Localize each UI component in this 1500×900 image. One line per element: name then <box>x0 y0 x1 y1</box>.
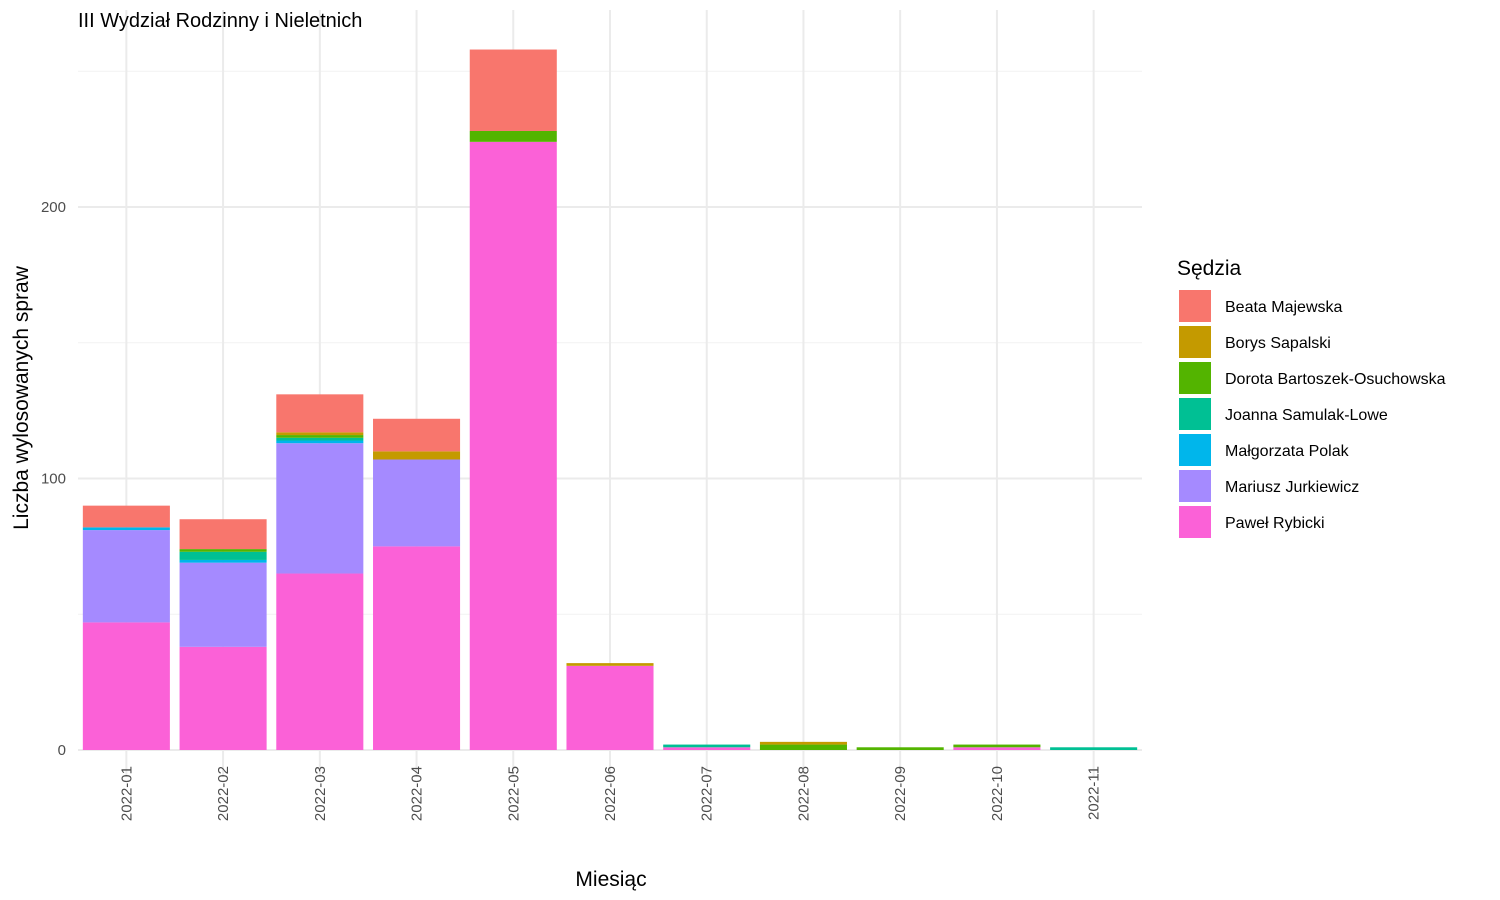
bar-segment-2022-02-pawe-rybicki <box>179 646 267 750</box>
bar-segment-2022-01-mariusz-jurkiewicz <box>82 530 170 623</box>
bar-segment-2022-02-joanna-samulak-lowe <box>179 551 267 560</box>
legend-swatch <box>1179 470 1211 502</box>
x-tick-label: 2022-03 <box>312 766 329 821</box>
bar-segment-2022-08-dorota-bartoszek-osuchowska <box>759 744 847 750</box>
bars <box>82 49 1138 751</box>
x-tick-label: 2022-01 <box>118 766 135 821</box>
bar-segment-2022-05-pawe-rybicki <box>469 141 557 751</box>
y-axis-ticks: 0 100 200 <box>41 199 66 759</box>
x-tick-label: 2022-09 <box>892 766 909 821</box>
x-tick-label: 2022-11 <box>1086 766 1103 820</box>
legend-label: Paweł Rybicki <box>1225 515 1325 532</box>
bar-segment-2022-04-pawe-rybicki <box>373 546 461 750</box>
legend-label: Małgorzata Polak <box>1225 443 1350 460</box>
bar-segment-2022-02-beata-majewska <box>179 519 267 550</box>
x-tick-label: 2022-08 <box>795 766 812 821</box>
bar-segment-2022-03-beata-majewska <box>276 394 364 433</box>
bar-segment-2022-03-dorota-bartoszek-osuchowska <box>276 435 364 438</box>
bar-segment-2022-01-pawe-rybicki <box>82 622 170 750</box>
legend-title: Sędzia <box>1177 257 1242 280</box>
bar-segment-2022-09-dorota-bartoszek-osuchowska <box>856 747 944 750</box>
legend-label: Borys Sapalski <box>1225 335 1331 352</box>
x-axis-title: Miesiąc <box>575 868 646 891</box>
bar-segment-2022-04-mariusz-jurkiewicz <box>373 459 461 547</box>
x-tick-label: 2022-07 <box>699 766 716 821</box>
legend-label: Beata Majewska <box>1225 299 1342 316</box>
bar-segment-2022-04-borys-sapalski <box>373 451 461 460</box>
legend-swatch <box>1179 290 1211 322</box>
bar-segment-2022-07-joanna-samulak-lowe <box>663 744 751 748</box>
y-tick-label: 100 <box>41 471 66 488</box>
x-axis-ticks: 2022-01 2022-02 2022-03 2022-04 2022-05 2022-… <box>118 766 1102 821</box>
bar-segment-2022-03-ma-gorzata-polak <box>276 440 364 444</box>
legend-swatch <box>1179 506 1211 538</box>
bar-segment-2022-10-pawe-rybicki <box>953 747 1041 750</box>
legend-label: Mariusz Jurkiewicz <box>1225 479 1359 496</box>
legend-label: Dorota Bartoszek-Osuchowska <box>1225 371 1446 388</box>
y-tick-label: 200 <box>41 199 66 216</box>
x-tick-label: 2022-10 <box>989 766 1006 821</box>
bar-segment-2022-03-mariusz-jurkiewicz <box>276 443 364 574</box>
bar-segment-2022-08-borys-sapalski <box>759 741 847 745</box>
bar-segment-2022-11-joanna-samulak-lowe <box>1050 747 1138 750</box>
bar-segment-2022-01-beata-majewska <box>82 505 170 528</box>
y-axis-title: Liczba wylosowanych spraw <box>10 265 33 530</box>
legend-swatch <box>1179 434 1211 466</box>
chart-title: III Wydział Rodzinny i Nieletnich <box>78 10 362 32</box>
bar-segment-2022-01-ma-gorzata-polak <box>82 527 170 531</box>
bar-segment-2022-03-borys-sapalski <box>276 432 364 436</box>
legend-label: Joanna Samulak-Lowe <box>1225 407 1388 424</box>
bar-segment-2022-05-beata-majewska <box>469 49 557 131</box>
x-tick-label: 2022-04 <box>409 766 426 821</box>
bar-segment-2022-02-mariusz-jurkiewicz <box>179 562 267 647</box>
bar-segment-2022-04-beata-majewska <box>373 418 461 452</box>
y-tick-label: 0 <box>58 742 66 759</box>
bar-segment-2022-06-pawe-rybicki <box>566 665 654 750</box>
bar-segment-2022-07-pawe-rybicki <box>663 747 751 750</box>
x-tick-label: 2022-05 <box>505 766 522 821</box>
legend-swatch <box>1179 326 1211 358</box>
legend-swatch <box>1179 398 1211 430</box>
legend-swatch <box>1179 362 1211 394</box>
bar-segment-2022-03-pawe-rybicki <box>276 573 364 750</box>
x-tick-label: 2022-02 <box>215 766 232 821</box>
legend: Sędzia Beata Majewska Borys Sapalski Dorot… <box>1177 257 1446 538</box>
x-tick-label: 2022-06 <box>602 766 619 821</box>
bar-segment-2022-02-ma-gorzata-polak <box>179 559 267 563</box>
bar-segment-2022-06-borys-sapalski <box>566 663 654 666</box>
bar-segment-2022-03-joanna-samulak-lowe <box>276 437 364 441</box>
bar-segment-2022-02-dorota-bartoszek-osuchowska <box>179 549 267 552</box>
bar-segment-2022-05-dorota-bartoszek-osuchowska <box>469 130 557 142</box>
bar-segment-2022-10-dorota-bartoszek-osuchowska <box>953 744 1041 748</box>
